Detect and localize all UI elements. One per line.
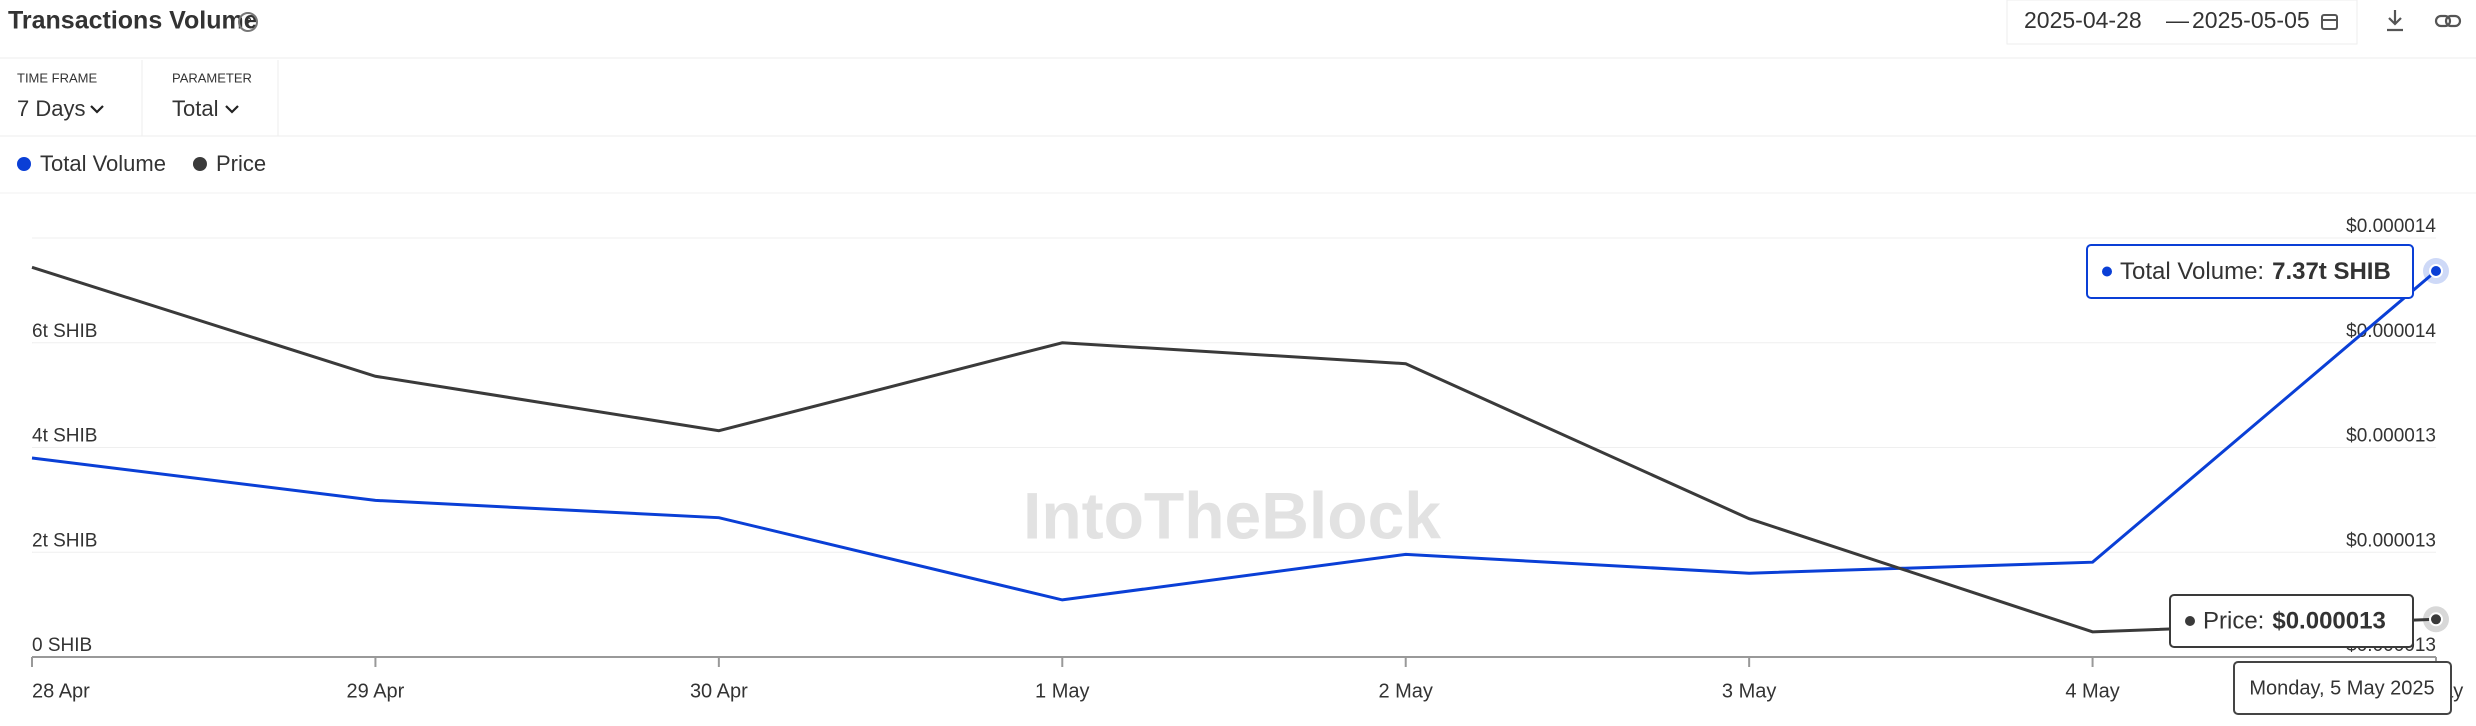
title: Transactions Volume <box>8 7 258 35</box>
date-range[interactable] <box>2006 0 2358 45</box>
date-tooltip-text: Monday, 5 May 2025 <box>2249 677 2434 699</box>
chevron <box>90 105 104 114</box>
y-tick-label: 0 SHIB <box>32 635 92 656</box>
x-tick-label: 1 May <box>1035 680 1089 702</box>
date-from: 2025-04-28 <box>2024 7 2142 33</box>
date-tooltip <box>2233 661 2452 715</box>
y-tick-label: 4t SHIB <box>32 426 97 447</box>
y2-tick-label: $0.000014 <box>2346 321 2436 342</box>
highlight-point <box>2429 263 2443 278</box>
download-icon[interactable] <box>2387 10 2403 32</box>
control-label: TIME FRAME <box>17 70 97 85</box>
link-icon[interactable] <box>2434 14 2462 28</box>
tooltip-value: $0.000013 <box>2272 607 2385 634</box>
highlight-point <box>2429 612 2443 627</box>
x-tick-label: 29 Apr <box>347 680 405 702</box>
watermark: IntoTheBlock <box>1023 478 1441 552</box>
x-tick-label: 4 May <box>2065 680 2119 702</box>
tooltip-dot <box>2102 266 2112 277</box>
series-line <box>31 265 2437 634</box>
x-tick-label: 28 Apr <box>32 680 90 702</box>
y2-tick-label: $0.000013 <box>2346 530 2436 551</box>
x-tick-label: 30 Apr <box>690 680 748 702</box>
tooltip <box>2169 594 2414 648</box>
y2-tick-label: $0.000014 <box>2346 216 2436 237</box>
y-tick-label: 6t SHIB <box>32 321 97 342</box>
date-sep: — <box>2166 7 2189 33</box>
tooltip-label: Total Volume: <box>2120 258 2264 285</box>
legend-label[interactable]: Total Volume <box>40 151 166 176</box>
tooltip <box>2086 244 2414 299</box>
tooltip-label: Price: <box>2203 607 2264 634</box>
y2-tick-label: $0.000013 <box>2346 426 2436 447</box>
series-line <box>31 269 2437 602</box>
help-icon[interactable]: ? <box>238 12 258 32</box>
chevron <box>225 105 239 114</box>
y-tick-label: 2t SHIB <box>32 530 97 551</box>
x-tick-label: 3 May <box>1722 680 1776 702</box>
date-to: 2025-05-05 <box>2192 7 2310 33</box>
legend-dot <box>192 157 207 171</box>
control-value[interactable]: 7 Days <box>17 96 85 121</box>
legend-dot <box>17 157 31 171</box>
tooltip-value: 7.37t SHIB <box>2272 258 2391 285</box>
svg-text:?: ? <box>244 14 251 29</box>
tooltip-dot <box>2185 616 2195 626</box>
x-tick-label: 2 May <box>1378 680 1432 702</box>
calendar-icon[interactable] <box>2321 14 2338 30</box>
legend-label[interactable]: Price <box>216 151 266 176</box>
control-label: PARAMETER <box>172 70 252 85</box>
control-value[interactable]: Total <box>172 96 218 121</box>
